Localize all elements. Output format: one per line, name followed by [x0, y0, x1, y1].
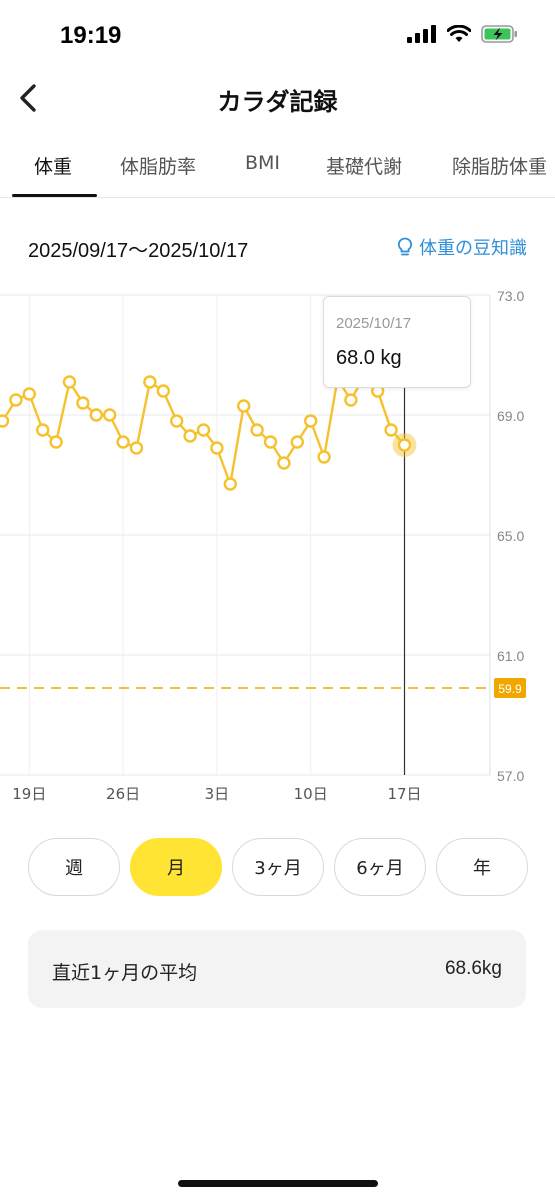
y-tick-label: 61.0	[497, 648, 524, 664]
data-point	[102, 408, 117, 422]
back-button[interactable]	[8, 78, 48, 118]
data-point	[116, 435, 130, 449]
data-point	[223, 477, 238, 491]
tab-bmi[interactable]: BMI	[245, 152, 281, 174]
status-bar: 19:19	[0, 0, 555, 70]
lightbulb-icon	[397, 237, 413, 256]
data-point	[36, 423, 50, 437]
y-tick-label: 65.0	[497, 528, 524, 544]
date-range: 2025/09/17〜2025/10/17	[28, 240, 249, 262]
tooltip-value: 68.0 kg	[336, 347, 402, 369]
data-point	[183, 429, 197, 443]
data-point	[22, 387, 36, 401]
data-point	[9, 393, 23, 407]
data-point	[277, 456, 291, 470]
wifi-icon	[447, 25, 471, 42]
data-point	[49, 435, 63, 449]
average-card: 直近1ヶ月の平均 68.6kg	[28, 930, 526, 1008]
data-point	[89, 408, 104, 422]
x-tick-label: 17日	[387, 785, 421, 803]
status-time: 19:19	[60, 22, 122, 49]
average-value: 68.6kg	[444, 958, 502, 979]
tab-active-indicator	[12, 194, 97, 197]
data-point	[236, 399, 251, 413]
y-tick-label: 73.0	[497, 288, 524, 304]
chart-tooltip: 2025/10/17 68.0 kg	[323, 296, 471, 388]
period-month-button[interactable]: 月	[130, 838, 222, 896]
data-point	[384, 423, 398, 437]
data-point	[250, 423, 264, 437]
status-icons	[407, 24, 519, 44]
period-selector: 週 月 3ヶ月 6ヶ月 年	[28, 838, 528, 896]
data-point	[129, 441, 144, 455]
tab-body-fat[interactable]: 体脂肪率	[120, 156, 197, 178]
battery-charging-icon	[481, 25, 517, 43]
page-title: カラダ記録	[217, 88, 338, 116]
x-tick-label: 3日	[205, 785, 230, 803]
period-year-button[interactable]: 年	[436, 838, 528, 896]
data-point	[196, 423, 211, 437]
tooltip-date: 2025/10/17	[336, 315, 412, 332]
data-point	[169, 414, 184, 428]
goal-badge	[494, 678, 526, 698]
average-label: 直近1ヶ月の平均	[52, 962, 198, 984]
y-tick-label: 57.0	[497, 768, 524, 784]
data-point	[317, 450, 331, 464]
weight-tips-label: 体重の豆知識	[419, 238, 527, 259]
data-point	[304, 414, 318, 428]
period-6months-button[interactable]: 6ヶ月	[334, 838, 426, 896]
data-point	[156, 384, 171, 398]
tab-basal-metabolism[interactable]: 基礎代謝	[326, 156, 403, 178]
data-point	[344, 393, 358, 407]
home-indicator	[178, 1180, 378, 1187]
goal-label: 59.9	[498, 682, 522, 696]
y-tick-label: 69.0	[497, 408, 524, 424]
data-point	[210, 441, 224, 455]
weight-tips-link[interactable]: 体重の豆知識	[397, 234, 527, 260]
weight-chart[interactable]: 73.0 69.0 65.0 61.0 57.0 19日 26日 3日 10日 17日 59.9	[0, 280, 555, 810]
x-tick-label: 10日	[294, 785, 328, 803]
nav-bar: カラダ記録	[0, 70, 555, 126]
data-point	[143, 375, 157, 389]
tab-weight[interactable]: 体重	[34, 156, 73, 178]
tab-lean-body-mass[interactable]: 除脂肪体重	[452, 156, 548, 178]
data-point	[76, 396, 90, 410]
period-3months-button[interactable]: 3ヶ月	[232, 838, 324, 896]
data-point	[397, 438, 412, 452]
data-point	[62, 375, 77, 389]
data-point	[263, 435, 278, 449]
x-tick-label: 19日	[12, 785, 46, 803]
period-week-button[interactable]: 週	[28, 838, 120, 896]
data-point	[0, 414, 10, 428]
data-point	[290, 435, 304, 449]
x-tick-label: 26日	[106, 785, 140, 803]
metric-tabs: 体重 体脂肪率 BMI 基礎代謝 除脂肪体重	[0, 140, 555, 198]
chevron-left-icon	[20, 84, 36, 112]
signal-icon	[407, 25, 436, 43]
weight-chart-svg: 73.0 69.0 65.0 61.0 57.0 19日 26日 3日 10日 17日 59.9	[0, 288, 526, 803]
